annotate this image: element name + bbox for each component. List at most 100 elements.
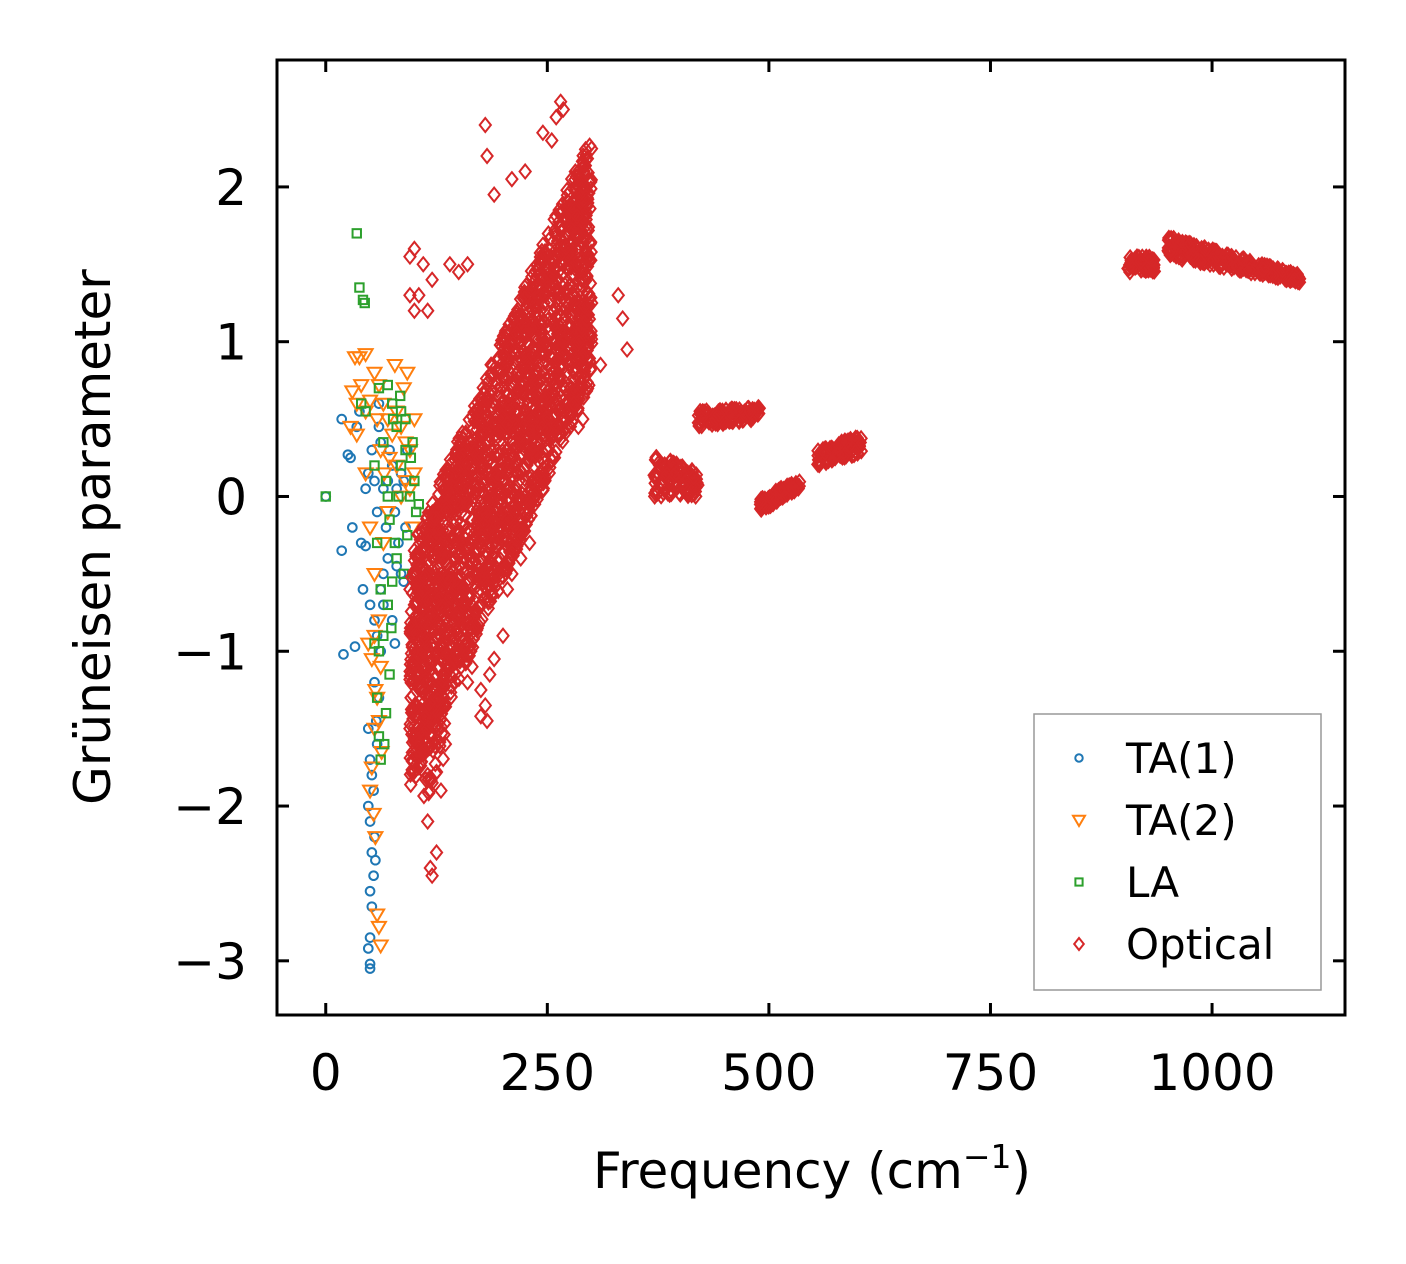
point-ta-1- [349, 641, 361, 652]
data-points [320, 93, 1307, 974]
point-optical [540, 311, 555, 329]
point-optical [465, 658, 479, 676]
point-optical [561, 280, 576, 298]
point-optical [708, 410, 722, 428]
point-optical [1124, 251, 1139, 269]
point-optical [593, 356, 608, 374]
point-optical [567, 395, 581, 413]
point-optical [490, 351, 505, 369]
point-ta-2- [405, 413, 424, 429]
point-optical [461, 569, 476, 588]
legend-marker [1072, 936, 1086, 952]
point-optical [550, 272, 565, 290]
point-ta-2- [365, 366, 384, 382]
point-optical [439, 466, 454, 484]
point-optical [553, 359, 567, 378]
point-optical [437, 494, 452, 513]
point-optical [516, 446, 531, 464]
point-ta-2- [370, 715, 388, 730]
point-optical [448, 549, 463, 567]
series-ta-1- [320, 398, 413, 974]
point-optical [490, 387, 505, 405]
legend: TA(1) TA(2) LA Optical [1033, 713, 1322, 991]
point-optical [416, 642, 431, 660]
point-optical [558, 208, 573, 226]
x-axis-label-superscript: −1 [963, 1137, 1012, 1176]
point-optical [430, 548, 445, 566]
point-optical [526, 346, 540, 365]
point-optical [471, 616, 486, 634]
point-optical [1287, 271, 1302, 289]
point-optical [560, 296, 575, 314]
point-optical [517, 289, 532, 307]
point-optical [420, 590, 435, 608]
point-optical [436, 521, 450, 539]
point-optical [487, 488, 502, 506]
point-la [351, 228, 362, 239]
point-la [384, 514, 395, 525]
point-ta-1- [360, 540, 371, 552]
point-optical [554, 381, 569, 399]
point-optical [449, 477, 464, 495]
point-optical [447, 672, 462, 691]
point-optical [450, 609, 465, 627]
point-optical [403, 286, 417, 304]
point-ta-2- [364, 807, 383, 823]
point-ta-1- [369, 475, 380, 487]
point-optical [476, 386, 491, 404]
point-optical [407, 727, 422, 745]
point-ta-2- [398, 366, 417, 382]
point-optical [536, 236, 550, 254]
point-optical [432, 737, 447, 755]
point-optical [496, 627, 510, 645]
legend-item: TA(2) [1071, 796, 1237, 845]
point-la [378, 630, 389, 641]
point-optical [496, 391, 511, 409]
point-optical [436, 652, 450, 670]
point-la [393, 491, 404, 502]
point-optical [563, 319, 577, 337]
point-la [379, 738, 390, 750]
point-optical [652, 453, 667, 471]
point-optical [694, 409, 709, 428]
point-optical [513, 290, 528, 308]
point-optical [1292, 269, 1307, 288]
point-optical [460, 635, 475, 654]
point-optical [533, 248, 548, 266]
point-ta-2- [361, 521, 379, 537]
point-optical [503, 402, 518, 421]
point-optical [436, 649, 450, 667]
point-ta-2- [380, 451, 399, 467]
point-ta-1- [366, 769, 378, 781]
point-ta-1- [364, 932, 376, 943]
point-optical [580, 194, 595, 212]
point-optical [553, 93, 568, 111]
point-optical [773, 480, 787, 498]
point-optical [1178, 236, 1192, 254]
point-la [375, 584, 386, 595]
point-optical [445, 514, 460, 532]
point-la [369, 638, 380, 649]
point-optical [465, 468, 480, 486]
point-optical [540, 421, 555, 439]
point-optical [487, 650, 502, 668]
point-optical [473, 707, 488, 725]
legend-item: TA(1) [1074, 734, 1237, 783]
point-optical [480, 147, 494, 165]
point-optical [411, 758, 426, 776]
point-optical [620, 340, 634, 359]
point-optical [501, 386, 516, 404]
point-ta-1- [364, 754, 376, 765]
point-optical [460, 673, 475, 691]
point-optical [525, 472, 540, 490]
point-optical [494, 491, 509, 509]
point-ta-2- [363, 761, 381, 777]
point-optical [750, 401, 765, 419]
point-optical [1257, 256, 1272, 274]
point-optical [488, 377, 502, 395]
point-optical [529, 434, 544, 452]
point-optical [649, 481, 664, 499]
point-optical [464, 620, 479, 638]
point-optical [480, 591, 495, 609]
point-optical [1163, 241, 1178, 259]
